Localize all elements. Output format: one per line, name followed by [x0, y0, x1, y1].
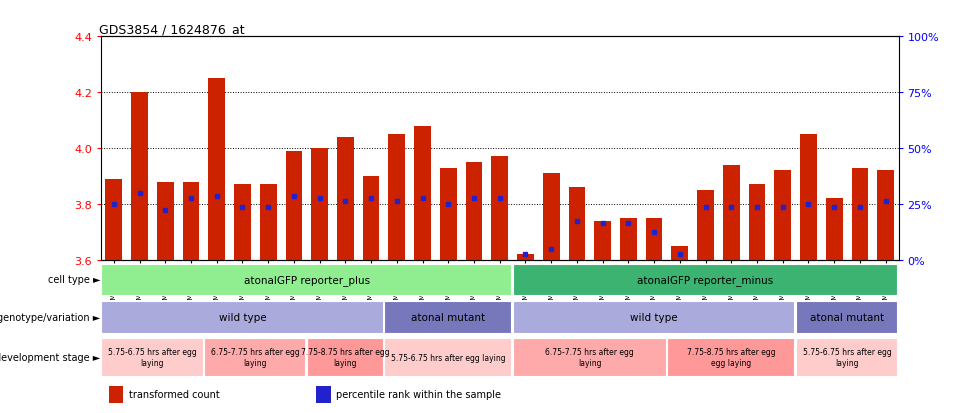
Text: 6.75-7.75 hrs after egg
laying: 6.75-7.75 hrs after egg laying	[210, 348, 300, 367]
Bar	[796, 301, 898, 333]
Bar	[466, 163, 482, 260]
Text: 5.75-6.75 hrs after egg
laying: 5.75-6.75 hrs after egg laying	[802, 348, 892, 367]
Text: atonal mutant: atonal mutant	[411, 312, 485, 322]
Text: atonal mutant: atonal mutant	[810, 312, 884, 322]
Bar	[183, 182, 199, 260]
Text: 5.75-6.75 hrs after egg laying: 5.75-6.75 hrs after egg laying	[391, 353, 505, 362]
Bar	[102, 301, 382, 333]
Text: transformed count: transformed count	[129, 389, 219, 399]
Text: development stage ►: development stage ►	[0, 352, 100, 362]
Bar	[337, 138, 354, 260]
Bar	[723, 165, 740, 260]
Bar	[234, 185, 251, 260]
Bar	[131, 93, 148, 260]
Text: 7.75-8.75 hrs after egg
egg laying: 7.75-8.75 hrs after egg egg laying	[687, 348, 776, 367]
Bar	[569, 188, 585, 260]
Bar	[513, 301, 795, 333]
Bar	[205, 338, 306, 376]
Bar	[491, 157, 508, 260]
Bar	[877, 171, 894, 260]
Text: atonalGFP reporter_plus: atonalGFP reporter_plus	[244, 274, 370, 285]
Bar	[594, 221, 611, 260]
Bar	[646, 218, 662, 260]
Bar	[384, 301, 511, 333]
Bar	[668, 338, 795, 376]
Text: wild type: wild type	[218, 312, 266, 322]
Text: cell type ►: cell type ►	[48, 275, 100, 285]
Bar	[825, 199, 843, 260]
Bar	[106, 179, 122, 260]
Bar	[796, 338, 898, 376]
Bar	[102, 338, 203, 376]
Bar	[209, 79, 225, 260]
Text: wild type: wild type	[630, 312, 678, 322]
Bar	[513, 264, 898, 296]
Bar	[440, 168, 456, 260]
Bar	[388, 135, 406, 260]
Text: 7.75-8.75 hrs after egg
laying: 7.75-8.75 hrs after egg laying	[301, 348, 389, 367]
Bar	[308, 338, 382, 376]
Text: genotype/variation ►: genotype/variation ►	[0, 312, 100, 322]
Bar	[259, 185, 277, 260]
Text: 5.75-6.75 hrs after egg
laying: 5.75-6.75 hrs after egg laying	[108, 348, 197, 367]
Bar	[801, 135, 817, 260]
Bar	[620, 218, 637, 260]
Bar	[517, 254, 533, 260]
Bar	[109, 386, 123, 403]
Bar	[697, 190, 714, 260]
Text: 6.75-7.75 hrs after egg
laying: 6.75-7.75 hrs after egg laying	[546, 348, 634, 367]
Bar	[316, 386, 331, 403]
Text: GDS3854 / 1624876_at: GDS3854 / 1624876_at	[99, 23, 245, 36]
Bar	[749, 185, 765, 260]
Bar	[851, 168, 869, 260]
Bar	[102, 264, 511, 296]
Bar	[384, 338, 511, 376]
Bar	[513, 338, 666, 376]
Bar	[543, 174, 559, 260]
Text: percentile rank within the sample: percentile rank within the sample	[336, 389, 502, 399]
Bar	[672, 246, 688, 260]
Bar	[414, 126, 431, 260]
Text: atonalGFP reporter_minus: atonalGFP reporter_minus	[637, 274, 774, 285]
Bar	[311, 149, 328, 260]
Bar	[157, 182, 174, 260]
Bar	[362, 177, 380, 260]
Bar	[775, 171, 791, 260]
Bar	[285, 152, 303, 260]
